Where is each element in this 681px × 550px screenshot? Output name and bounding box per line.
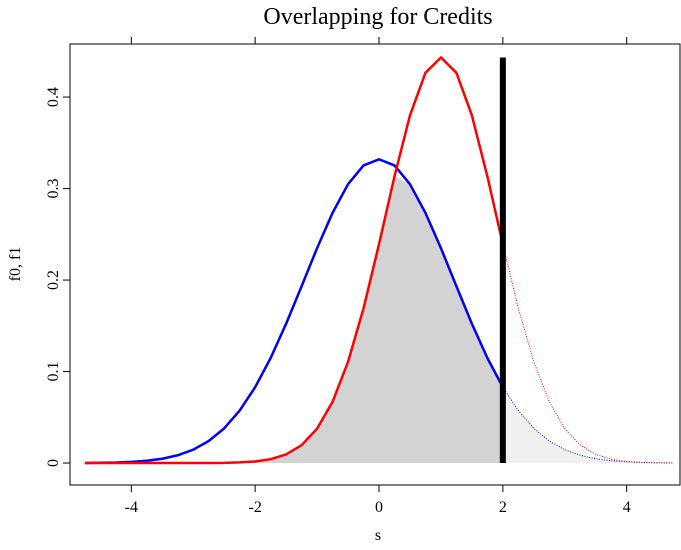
chart-title: Overlapping for Credits	[263, 4, 492, 30]
x-axis-label: s	[375, 527, 381, 544]
x-tick-label: -4	[125, 499, 138, 516]
density-tail	[502, 386, 674, 464]
y-tick-label: 0.1	[45, 362, 62, 382]
y-axis-label: f0, f1	[7, 247, 24, 282]
overlap-area	[502, 387, 674, 464]
density-line	[84, 56, 505, 465]
x-tick-label: 2	[499, 499, 507, 516]
y-tick-label: 0.2	[45, 270, 62, 290]
x-tick-label: 4	[623, 499, 631, 516]
y-tick-label: 0	[45, 459, 62, 467]
density-line	[84, 158, 504, 465]
x-tick-label: -2	[248, 499, 261, 516]
plot-area	[84, 56, 674, 465]
y-tick-label: 0.4	[45, 87, 62, 107]
overlap-area	[84, 176, 503, 464]
x-tick-label: 0	[375, 499, 383, 516]
y-tick-label: 0.3	[45, 179, 62, 199]
plot-frame	[69, 43, 681, 486]
